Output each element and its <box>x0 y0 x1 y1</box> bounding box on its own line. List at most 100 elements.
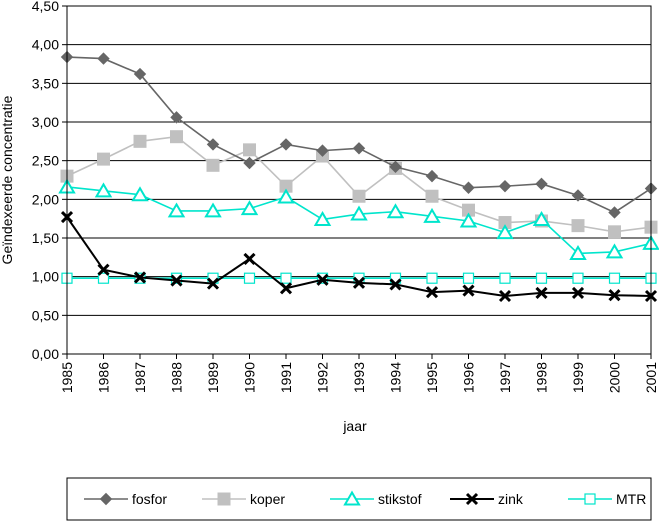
data-point <box>608 289 621 302</box>
y-tick-label: 3,00 <box>32 114 59 130</box>
x-tick-label: 1996 <box>461 362 477 393</box>
data-point <box>535 286 548 299</box>
data-point <box>569 244 587 260</box>
x-tick-label: 2000 <box>607 362 623 393</box>
data-point <box>170 130 183 144</box>
legend-label: zink <box>498 491 524 507</box>
y-tick-label: 4,50 <box>32 0 59 14</box>
legend-item-koper: koper <box>202 491 285 507</box>
data-point <box>97 52 110 65</box>
data-point <box>425 189 439 203</box>
data-point <box>206 277 220 290</box>
series-mtr <box>61 272 657 284</box>
x-tick-label: 1992 <box>315 362 331 393</box>
x-tick-label: 1987 <box>132 362 148 393</box>
legend <box>66 477 652 521</box>
x-tick-label: 1988 <box>169 362 185 393</box>
y-tick-label: 2,50 <box>32 153 59 169</box>
data-point <box>206 158 220 172</box>
data-point <box>170 272 183 284</box>
legend-item-zink: zink <box>450 491 524 507</box>
data-point <box>240 200 259 216</box>
legend-marker <box>343 490 361 506</box>
data-point <box>605 243 624 259</box>
data-point <box>279 138 293 151</box>
data-point <box>243 143 256 157</box>
data-point <box>426 272 438 284</box>
data-point <box>535 272 548 284</box>
data-point <box>498 289 512 303</box>
data-point <box>571 286 585 299</box>
data-point <box>170 111 183 124</box>
data-point <box>425 169 439 183</box>
data-point <box>352 189 366 203</box>
y-tick-label: 4,00 <box>32 37 59 53</box>
data-point <box>386 203 405 219</box>
legend-marker <box>584 493 596 505</box>
x-tick-label: 1989 <box>205 362 221 393</box>
data-point <box>462 272 475 284</box>
data-point <box>279 282 293 295</box>
x-tick-label: 1986 <box>96 362 112 393</box>
data-point <box>423 207 441 223</box>
plot-area-border <box>66 5 652 355</box>
x-tick-label: 1990 <box>242 362 258 393</box>
data-point <box>459 212 478 228</box>
x-tick-label: 1995 <box>424 362 440 393</box>
series-layer <box>58 50 659 303</box>
data-point <box>170 274 183 287</box>
data-point <box>167 202 186 218</box>
data-point <box>462 181 475 194</box>
data-point <box>243 272 256 284</box>
x-tick-label: 2001 <box>643 362 659 393</box>
data-point <box>97 152 110 166</box>
data-point <box>243 156 256 170</box>
legend-item-mtr: MTR <box>568 491 646 507</box>
y-axis-ticks: 0,00 0,50 1,00 1,50 2,00 2,50 3,00 3,50 4,00 4,50 <box>32 0 67 362</box>
x-tick-label: 1998 <box>534 362 550 393</box>
x-tick-label: 1994 <box>388 362 404 393</box>
x-axis-title: jaar <box>342 418 367 434</box>
data-point <box>499 272 511 284</box>
y-tick-label: 0,00 <box>32 346 59 362</box>
data-point <box>316 273 329 286</box>
data-point <box>352 142 366 155</box>
data-point <box>133 67 147 81</box>
data-point <box>131 186 149 202</box>
legend-item-fosfor: fosfor <box>84 491 167 507</box>
data-point <box>572 272 584 284</box>
y-axis-title: Geïndexeerde concentratie <box>0 95 15 264</box>
x-tick-label: 1999 <box>570 362 586 393</box>
data-point <box>571 189 585 202</box>
legend-label: fosfor <box>132 491 167 507</box>
series-stikstof <box>58 178 659 260</box>
data-point <box>133 271 147 284</box>
x-tick-label: 1985 <box>59 362 75 393</box>
data-point <box>608 225 621 239</box>
data-point <box>97 263 110 276</box>
y-tick-label: 2,00 <box>32 191 59 207</box>
data-point <box>498 179 512 193</box>
data-point <box>608 272 621 284</box>
x-axis-ticks: 1985 1986 1987 1988 1989 1990 1991 1992 1993 1994… <box>59 354 659 393</box>
legend-item-stikstof: stikstof <box>330 490 422 507</box>
x-tick-label: 1993 <box>351 362 367 393</box>
data-point <box>389 160 402 174</box>
data-point <box>94 182 113 198</box>
data-point <box>204 202 222 218</box>
legend-items: fosfor koper stikstof zink MTR <box>84 490 646 507</box>
y-tick-label: 3,50 <box>32 75 59 91</box>
y-tick-label: 1,00 <box>32 269 59 285</box>
data-point <box>316 144 329 157</box>
grid-lines <box>67 5 651 355</box>
data-point <box>532 210 551 226</box>
data-point <box>133 134 147 148</box>
data-point <box>425 286 439 299</box>
data-point <box>352 276 366 289</box>
data-point <box>535 177 548 191</box>
data-point <box>243 252 256 265</box>
y-tick-label: 1,50 <box>32 230 59 246</box>
x-tick-label: 1997 <box>497 362 513 393</box>
data-point <box>462 284 475 297</box>
